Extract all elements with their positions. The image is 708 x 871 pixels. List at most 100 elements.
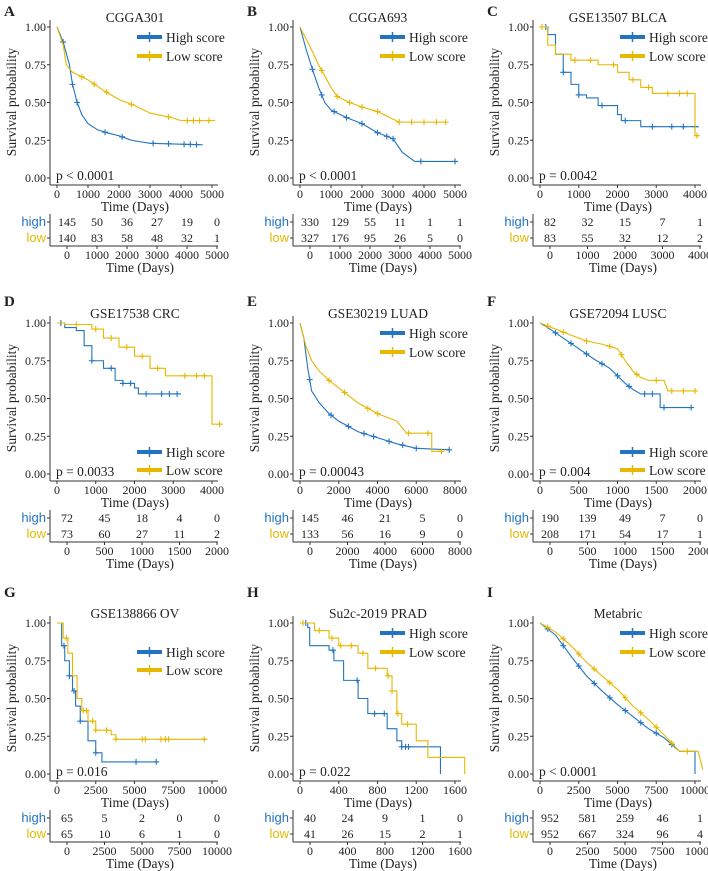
censor-mark [633,371,640,378]
at-risk-count: 1 [427,215,433,229]
censor-mark [364,405,371,412]
risk-row-label: high [264,214,289,229]
censor-mark [77,718,84,725]
at-risk-count: 0 [697,511,703,525]
censor-mark [201,372,208,379]
censor-mark [69,81,76,88]
chart-title: Su2c-2019 PRAD [329,606,427,621]
risk-table-tick-label: 2000 [115,248,139,262]
y-tick-label: 0.25 [268,729,289,743]
censor-mark [668,740,675,747]
at-risk-count: 60 [99,527,111,541]
at-risk-count: 145 [58,215,76,229]
at-risk-count: 15 [619,215,631,229]
panel-letter: A [4,4,15,20]
at-risk-count: 133 [301,527,319,541]
at-risk-count: 1 [214,231,220,245]
censor-mark [583,350,590,357]
risk-table-tick-label: 1000 [85,248,109,262]
censor-mark [417,158,424,165]
risk-table-tick-label: 1500 [168,544,192,558]
censor-mark [446,446,453,453]
censor-mark [684,748,691,755]
at-risk-count: 21 [379,511,391,525]
risk-row-label: high [21,510,46,525]
risk-table-tick-label: 5000 [130,844,154,858]
x-axis-label: Time (Days) [584,495,652,510]
at-risk-count: 176 [331,231,349,245]
low-score-curve [539,322,695,392]
censor-mark [89,718,96,725]
at-risk-count: 139 [579,511,597,525]
at-risk-count: 65 [61,811,73,825]
risk-row-label: low [509,230,529,245]
at-risk-count: 32 [582,215,594,229]
censor-mark [165,140,172,147]
censor-mark [552,329,559,336]
legend-item-low: Low score [620,49,706,64]
legend-item-high: High score [620,30,708,45]
legend-label: Low score [409,49,466,64]
censor-mark [413,445,420,452]
at-risk-count: 0 [214,215,220,229]
x-tick-label: 6000 [404,483,428,497]
p-value: p = 0.004 [539,464,591,479]
km-panel-i: I Metabric 0.00 0.25 0.50 0.75 1.00 0 2500 5000 75… [487,585,708,871]
at-risk-count: 1 [420,811,426,825]
risk-table-tick-label: 5000 [448,248,472,262]
risk-table-tick-label: 0 [307,248,313,262]
x-axis-label: Time (Days) [344,495,412,510]
y-tick-label: 0.25 [25,729,46,743]
y-tick-label: 0.50 [268,692,289,706]
censor-mark [587,57,594,64]
censor-mark [337,642,344,649]
risk-table-tick-label: 4000 [373,544,397,558]
censor-mark [374,410,381,417]
risk-table-tick-label: 800 [376,844,394,858]
legend-label: Low score [409,645,466,660]
high-score-curve [539,322,692,409]
legend-item-high: High score [137,445,225,460]
censor-mark [354,677,361,684]
p-value: p < 0.0001 [56,168,114,183]
legend-item-low: Low score [137,663,223,678]
legend-label: High score [409,30,468,45]
at-risk-count: 0 [457,511,463,525]
censor-mark [626,383,633,390]
risk-table-x-label: Time (Days) [106,856,174,871]
at-risk-count: 26 [342,827,354,841]
legend-label: Low score [649,645,706,660]
censor-mark [165,736,172,743]
x-tick-label: 7500 [161,783,185,797]
risk-table-tick-label: 0 [64,844,70,858]
at-risk-count: 55 [364,215,376,229]
censor-mark [318,91,325,98]
x-axis-label: Time (Days) [344,199,412,214]
high-score-curve [56,26,203,146]
p-value: p = 0.022 [299,764,351,779]
y-axis-label: Survival probability [247,344,262,453]
low-score-curve [540,26,699,137]
x-tick-label: 1000 [76,187,100,201]
censor-mark [385,672,392,679]
censor-mark [360,430,367,437]
at-risk-count: 4 [697,827,703,841]
y-tick-label: 0.00 [508,171,529,185]
x-axis-label: Time (Days) [101,795,169,810]
at-risk-count: 32 [181,231,193,245]
y-tick-label: 0.50 [25,392,46,406]
at-risk-count: 5 [420,511,426,525]
at-risk-count: 330 [301,215,319,229]
censor-mark [190,117,197,124]
censor-mark [390,135,396,142]
y-tick-label: 0.50 [508,392,529,406]
risk-table-x-label: Time (Days) [106,556,174,571]
y-tick-label: 1.00 [25,20,46,34]
at-risk-count: 7 [660,215,666,229]
censor-mark [91,81,98,88]
x-tick-label: 0 [54,187,60,201]
at-risk-count: 32 [619,231,631,245]
risk-table-tick-label: 0 [64,544,70,558]
legend-item-low: Low score [137,49,223,64]
